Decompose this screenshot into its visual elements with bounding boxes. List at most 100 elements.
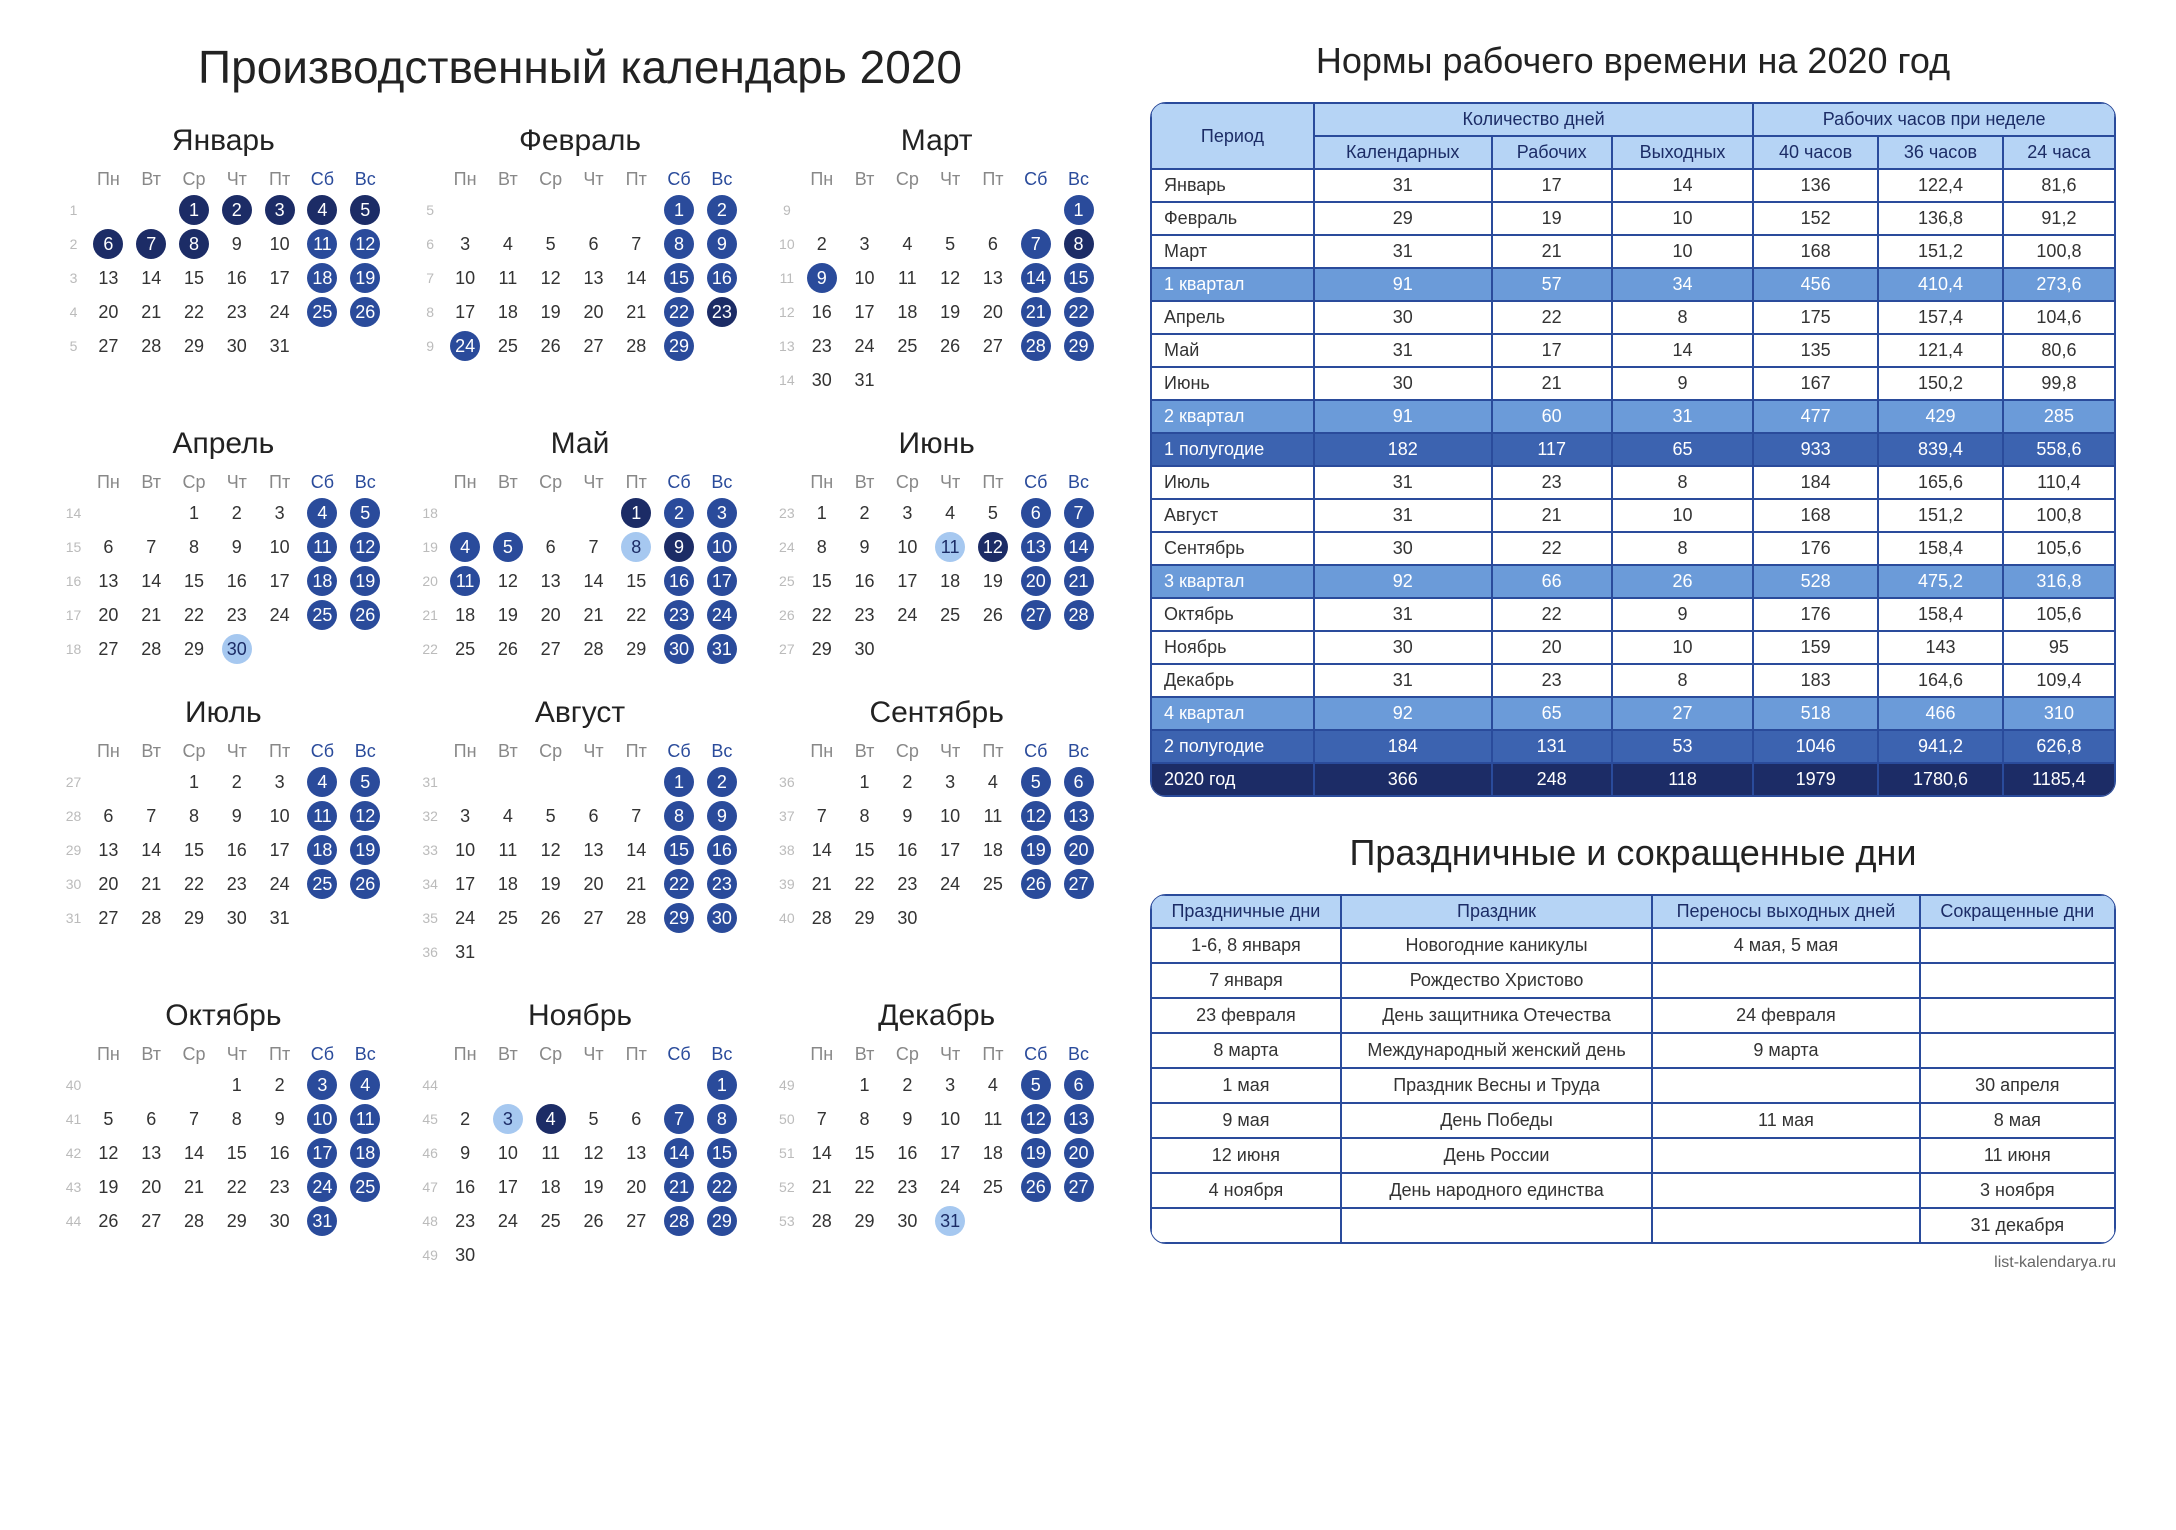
day-cell: 13 (572, 261, 615, 295)
month-Сентябрь: СентябрьПнВтСрЧтПтСбВс361234563778910111… (773, 696, 1100, 969)
day-cell: 7 (1014, 227, 1057, 261)
norms-cell: 158,4 (1878, 532, 2003, 565)
day-cell: 23 (886, 867, 929, 901)
day-cell: 17 (843, 295, 886, 329)
day-cell (615, 765, 658, 799)
dow-header: Вт (130, 166, 173, 193)
day-cell (658, 935, 701, 969)
day-cell: 15 (615, 564, 658, 598)
day-cell (972, 363, 1015, 397)
day-cell (344, 901, 387, 935)
norms-cell: 8 (1612, 532, 1753, 565)
norms-cell: 310 (2003, 697, 2115, 730)
norms-row: Июнь30219167150,299,8 (1151, 367, 2115, 400)
day-cell: 20 (130, 1170, 173, 1204)
day-cell: 15 (700, 1136, 743, 1170)
dow-header: Вт (843, 738, 886, 765)
day-cell: 24 (929, 867, 972, 901)
dow-header: Вс (700, 738, 743, 765)
day-cell: 5 (972, 496, 1015, 530)
day-cell: 16 (444, 1170, 487, 1204)
norms-cell: Август (1151, 499, 1314, 532)
dow-header: Пт (258, 738, 301, 765)
day-cell: 6 (615, 1102, 658, 1136)
day-cell: 14 (800, 1136, 843, 1170)
day-cell: 13 (87, 564, 130, 598)
day-cell (258, 632, 301, 666)
day-cell: 7 (130, 799, 173, 833)
day-cell (1057, 1204, 1100, 1238)
week-number: 18 (60, 632, 87, 666)
day-cell: 27 (87, 901, 130, 935)
norms-cell: 9 (1612, 367, 1753, 400)
day-cell: 31 (301, 1204, 344, 1238)
day-cell: 31 (258, 329, 301, 363)
day-cell (87, 765, 130, 799)
day-cell: 5 (572, 1102, 615, 1136)
day-cell (344, 632, 387, 666)
dow-header: Вт (130, 1041, 173, 1068)
norms-cell: 1046 (1753, 730, 1878, 763)
day-cell (572, 496, 615, 530)
day-cell: 30 (258, 1204, 301, 1238)
day-cell (344, 1204, 387, 1238)
week-number: 9 (773, 193, 800, 227)
day-cell: 10 (886, 530, 929, 564)
day-cell: 24 (843, 329, 886, 363)
day-cell: 7 (1057, 496, 1100, 530)
day-cell: 29 (658, 901, 701, 935)
week-number: 47 (417, 1170, 444, 1204)
day-cell: 3 (929, 765, 972, 799)
day-cell (972, 901, 1015, 935)
norms-row: 1 квартал915734456410,4273,6 (1151, 268, 2115, 301)
week-number: 36 (773, 765, 800, 799)
day-cell (886, 193, 929, 227)
norms-cell: Сентябрь (1151, 532, 1314, 565)
day-cell: 15 (173, 261, 216, 295)
day-cell: 18 (301, 833, 344, 867)
holidays-cell: 11 мая (1652, 1103, 1919, 1138)
week-number: 23 (773, 496, 800, 530)
dow-header: Пн (444, 1041, 487, 1068)
day-cell: 3 (843, 227, 886, 261)
week-number: 1 (60, 193, 87, 227)
dow-header: Ср (529, 469, 572, 496)
day-cell: 19 (87, 1170, 130, 1204)
month-name: Октябрь (60, 999, 387, 1033)
holidays-cell: День Победы (1341, 1103, 1652, 1138)
norms-cell: 80,6 (2003, 334, 2115, 367)
holidays-row: 1 маяПраздник Весны и Труда30 апреля (1151, 1068, 2115, 1103)
week-number: 31 (60, 901, 87, 935)
day-cell: 20 (87, 598, 130, 632)
day-cell: 3 (700, 496, 743, 530)
norms-cell: 27 (1612, 697, 1753, 730)
day-cell: 21 (173, 1170, 216, 1204)
day-cell: 22 (700, 1170, 743, 1204)
norms-cell: 65 (1612, 433, 1753, 466)
day-cell: 10 (843, 261, 886, 295)
day-cell: 17 (486, 1170, 529, 1204)
month-name: Июль (60, 696, 387, 730)
col-work: Рабочих (1492, 136, 1612, 169)
day-cell: 1 (658, 765, 701, 799)
norms-cell: 19 (1492, 202, 1612, 235)
day-cell: 31 (929, 1204, 972, 1238)
week-number: 32 (417, 799, 444, 833)
day-cell: 29 (700, 1204, 743, 1238)
holidays-cell: Праздник Весны и Труда (1341, 1068, 1652, 1103)
norms-cell: 30 (1314, 367, 1492, 400)
day-cell: 22 (173, 867, 216, 901)
week-number: 16 (60, 564, 87, 598)
dow-header: Чт (929, 1041, 972, 1068)
day-cell: 30 (843, 632, 886, 666)
norms-cell: 31 (1314, 334, 1492, 367)
week-number: 48 (417, 1204, 444, 1238)
day-cell: 10 (258, 799, 301, 833)
dow-header: Чт (215, 469, 258, 496)
norms-cell: 182 (1314, 433, 1492, 466)
day-cell: 24 (301, 1170, 344, 1204)
day-cell: 23 (258, 1170, 301, 1204)
week-number: 27 (60, 765, 87, 799)
norms-cell: 8 (1612, 664, 1753, 697)
day-cell: 12 (1014, 799, 1057, 833)
